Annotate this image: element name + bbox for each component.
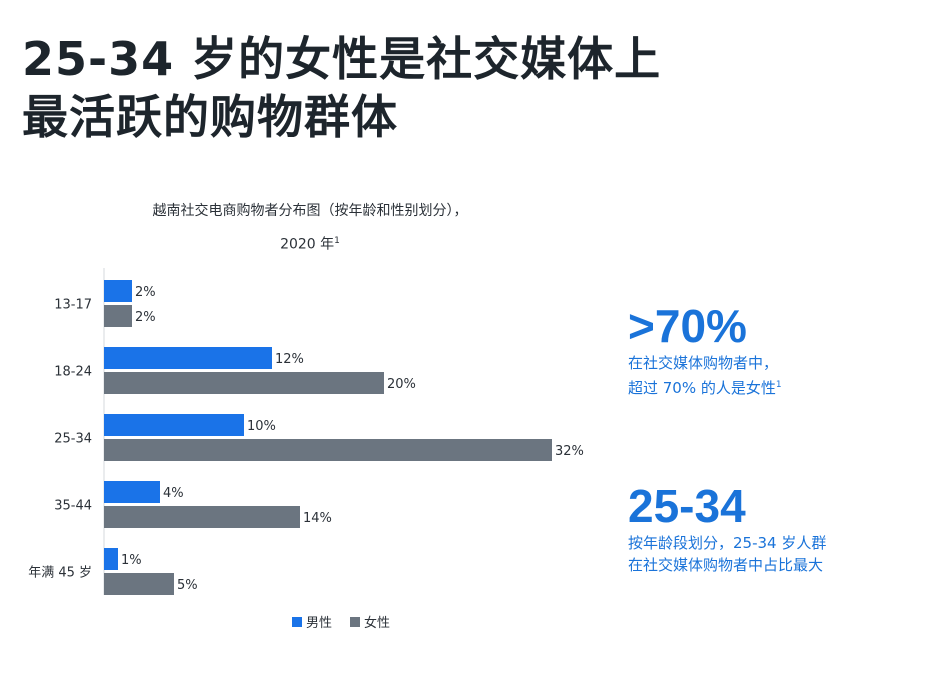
data-label: 2% — [135, 310, 156, 325]
data-label: 32% — [555, 444, 584, 459]
data-label: 10% — [247, 419, 276, 434]
bar-male — [104, 414, 244, 436]
stat-female-share-desc-1: 在社交媒体购物者中， — [628, 354, 779, 372]
bar-male — [104, 280, 132, 302]
headline: 25-34 岁的女性是社交媒体上 最活跃的购物群体 — [22, 30, 902, 146]
bar-male — [104, 548, 118, 570]
category-label: 13-17 — [54, 298, 92, 313]
stat-female-share-value: >70% — [628, 300, 747, 352]
bar-female — [104, 439, 552, 461]
chart-title-footnote: 1 — [334, 236, 340, 246]
headline-line-2: 最活跃的购物群体 — [22, 90, 398, 144]
stat-female-share-desc-2: 超过 70% 的人是女性1 — [628, 374, 782, 399]
bar-male — [104, 347, 272, 369]
chart-legend: 男性 女性 — [292, 612, 390, 631]
data-label: 12% — [275, 352, 304, 367]
chart-title-line-2: 2020 年1 — [60, 230, 560, 256]
stat-top-age-group-desc-1: 按年龄段划分，25-34 岁人群 — [628, 534, 827, 552]
legend-swatch-male — [292, 616, 302, 627]
legend-label-female: 女性 — [364, 616, 391, 631]
stat-top-age-group-desc-2: 在社交媒体购物者中占比最大 — [628, 556, 824, 574]
legend-item-female: 女性 — [350, 612, 390, 631]
stat-female-share-desc-2-text: 超过 70% 的人是女性 — [628, 379, 776, 397]
legend-label-male: 男性 — [306, 616, 333, 631]
category-label: 35-44 — [54, 499, 92, 514]
data-label: 14% — [303, 511, 332, 526]
data-label: 4% — [163, 486, 184, 501]
stat-top-age-group: 25-34 按年龄段划分，25-34 岁人群 在社交媒体购物者中占比最大 — [628, 480, 826, 576]
chart-title-line-1: 越南社交电商购物者分布图（按年龄和性别划分）， — [152, 203, 468, 219]
bar-male — [104, 481, 160, 503]
data-label: 1% — [121, 553, 142, 568]
data-label: 20% — [387, 377, 416, 392]
chart-title-year: 2020 年 — [280, 236, 335, 253]
headline-line-1: 25-34 岁的女性是社交媒体上 — [22, 32, 662, 86]
data-label: 2% — [135, 285, 156, 300]
bar-female — [104, 573, 174, 595]
bar-chart: 13-17 2% 2% 18-24 12% 20% 25-34 10% 32% 35-44 4% 14… — [28, 268, 584, 595]
stat-top-age-group-value: 25-34 — [628, 480, 746, 532]
category-label: 年满 45 岁 — [28, 566, 92, 581]
bar-female — [104, 506, 300, 528]
category-label: 25-34 — [54, 432, 92, 447]
stat-female-share-footnote: 1 — [775, 380, 782, 390]
data-label: 5% — [177, 578, 198, 593]
legend-item-male: 男性 — [292, 612, 332, 631]
chart-title: 越南社交电商购物者分布图（按年龄和性别划分）， 2020 年1 — [60, 200, 560, 256]
bar-female — [104, 372, 384, 394]
category-label: 18-24 — [54, 365, 92, 380]
stat-female-share: >70% 在社交媒体购物者中， 超过 70% 的人是女性1 — [628, 300, 782, 399]
bar-female — [104, 305, 132, 327]
legend-swatch-female — [350, 616, 361, 627]
